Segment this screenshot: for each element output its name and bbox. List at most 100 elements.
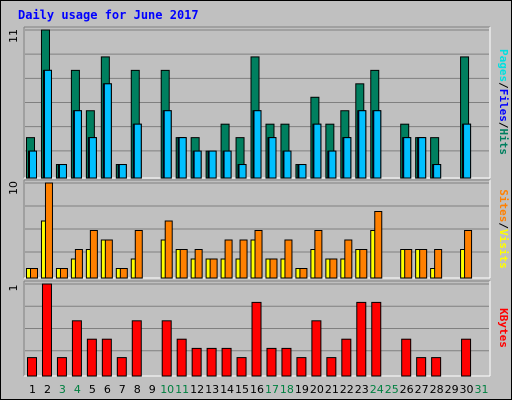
x-tick-label: 27 — [415, 383, 429, 396]
pages-bar — [58, 164, 67, 179]
pages-bar — [163, 110, 172, 179]
panel-2-legend: Sites/Visits — [497, 189, 510, 269]
x-tick-label: 15 — [235, 383, 249, 396]
sites-bar — [44, 182, 53, 279]
sites-bar — [59, 268, 68, 279]
pages-bar — [73, 110, 82, 179]
kbytes-bar — [431, 357, 442, 377]
sites-bar — [404, 249, 413, 279]
pages-bar — [29, 150, 37, 179]
kbytes-bar — [326, 357, 337, 377]
sites-bar — [179, 249, 188, 279]
x-tick-label: 22 — [340, 383, 354, 396]
sites-bar — [254, 230, 263, 279]
kbytes-bar — [191, 347, 202, 377]
sites-bar — [329, 258, 338, 279]
sites-bar — [299, 268, 308, 279]
kbytes-bar — [86, 338, 97, 377]
kbytes-bar — [236, 357, 247, 377]
pages-bar — [403, 137, 412, 179]
sites-bar — [74, 249, 83, 279]
legend-separator: / — [497, 122, 510, 129]
x-tick-label: 18 — [280, 383, 294, 396]
kbytes-bar — [296, 357, 307, 377]
sites-bar — [419, 249, 428, 279]
x-tick-label: 28 — [430, 383, 444, 396]
pages-bar — [268, 137, 277, 179]
panel-3-ymax-label: 1 — [7, 285, 20, 292]
pages-bar — [358, 110, 367, 179]
kbytes-bar — [41, 283, 52, 377]
kbytes-bar — [27, 357, 37, 377]
legend-separator: / — [497, 222, 510, 229]
x-tick-label: 13 — [205, 383, 219, 396]
pages-bar — [208, 150, 217, 179]
sites-bar — [89, 230, 98, 279]
kbytes-bar — [161, 320, 172, 377]
x-tick-label: 24 — [370, 383, 384, 396]
pages-bar — [118, 164, 127, 179]
pages-bar — [238, 164, 247, 179]
sites-bar — [434, 249, 443, 279]
x-tick-label: 20 — [310, 383, 324, 396]
x-tick-label: 16 — [250, 383, 264, 396]
sites-bar — [269, 258, 278, 279]
sites-bar — [239, 239, 248, 279]
kbytes-bar — [56, 357, 67, 377]
pages-bar — [133, 123, 142, 179]
pages-bar — [223, 150, 232, 179]
kbytes-bar — [101, 338, 112, 377]
sites-bar — [134, 230, 143, 279]
sites-bar — [224, 239, 233, 279]
pages-bar — [313, 123, 322, 179]
x-tick-label: 6 — [104, 383, 111, 396]
chart-title: Daily usage for June 2017 — [18, 8, 199, 22]
x-tick-label: 30 — [460, 383, 474, 396]
sites-bar — [164, 220, 173, 279]
kbytes-bar — [341, 338, 352, 377]
panel-3-legend: KBytes — [497, 308, 510, 348]
x-tick-label: 5 — [89, 383, 96, 396]
sites-bar — [464, 230, 473, 279]
sites-bar — [284, 239, 293, 279]
kbytes-bar — [116, 357, 127, 377]
kbytes-bar — [461, 338, 472, 377]
sites-bar — [314, 230, 323, 279]
kbytes-bar — [356, 301, 367, 377]
sites-bar — [344, 239, 353, 279]
pages-bar — [43, 69, 52, 179]
kbytes-bar — [206, 347, 217, 377]
x-tick-label: 31 — [475, 383, 489, 396]
kbytes-bar — [221, 347, 232, 377]
pages-bar — [103, 83, 112, 179]
x-tick-label: 19 — [295, 383, 309, 396]
x-tick-label: 14 — [220, 383, 234, 396]
panel-2-ymax-label: 10 — [7, 181, 20, 195]
pages-bar — [88, 137, 97, 179]
sites-bar — [359, 249, 368, 279]
legend-sites: Sites — [497, 189, 510, 222]
legend-kbytes: KBytes — [497, 308, 510, 348]
kbytes-bar — [281, 347, 292, 377]
sites-bar — [104, 239, 113, 279]
x-tick-label: 1 — [29, 383, 36, 396]
x-tick-label: 17 — [265, 383, 279, 396]
pages-bar — [418, 137, 427, 179]
pages-bar — [343, 137, 352, 179]
pages-bar — [253, 110, 262, 179]
pages-bar — [328, 150, 337, 179]
x-tick-label: 23 — [355, 383, 369, 396]
pages-bar — [373, 110, 382, 179]
kbytes-bar — [401, 338, 412, 377]
x-tick-label: 29 — [445, 383, 459, 396]
panel-1-legend: Pages/Files/Hits — [497, 49, 510, 155]
kbytes-bar — [131, 320, 142, 377]
x-tick-label: 3 — [59, 383, 66, 396]
pages-bar — [178, 137, 187, 179]
legend-separator: / — [497, 82, 510, 89]
pages-bar — [433, 164, 442, 179]
x-tick-label: 11 — [175, 383, 189, 396]
panel-1-ymax-label: 11 — [7, 29, 20, 43]
pages-bar — [298, 164, 307, 179]
